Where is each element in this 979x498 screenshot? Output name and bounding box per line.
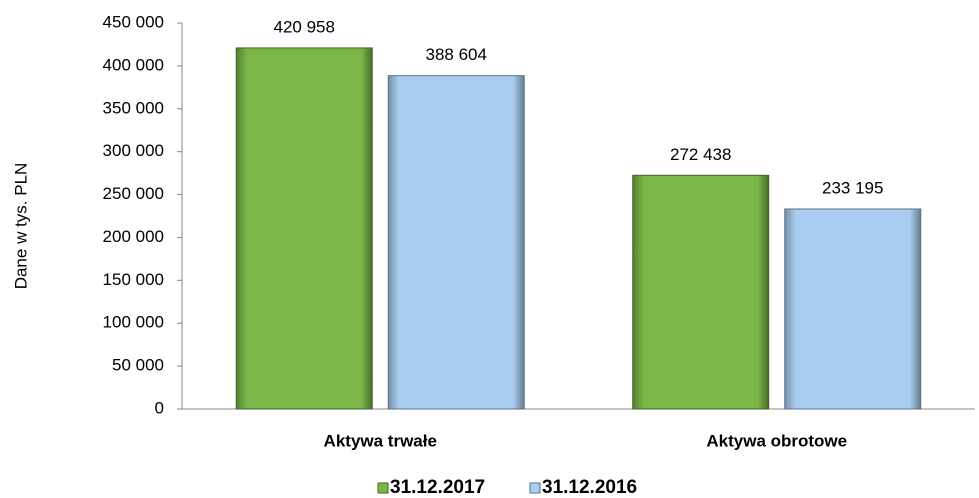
legend-swatch (377, 482, 389, 494)
legend-swatch (529, 482, 541, 494)
y-tick-label: 250 000 (103, 184, 164, 203)
y-tick-label: 400 000 (103, 55, 164, 74)
value-label: 388 604 (426, 45, 487, 64)
x-tick-label: Aktywa trwałe (324, 431, 437, 450)
y-tick-label: 50 000 (112, 356, 164, 375)
legend-label: 31.12.2017 (390, 477, 485, 498)
y-tick-label: 300 000 (103, 141, 164, 160)
value-label: 233 195 (822, 178, 883, 197)
bar (387, 75, 525, 410)
y-tick-label: 350 000 (103, 98, 164, 117)
value-label: 272 438 (670, 145, 731, 164)
y-tick-label: 200 000 (103, 227, 164, 246)
y-tick-label: 450 000 (103, 12, 164, 31)
y-tick-label: 150 000 (103, 270, 164, 289)
bar (632, 174, 770, 410)
y-tick-label: 0 (155, 398, 164, 417)
y-tick-label: 100 000 (103, 313, 164, 332)
x-tick-label: Aktywa obrotowe (706, 431, 847, 450)
y-axis-label: Dane w tys. PLN (11, 163, 30, 290)
value-label: 420 958 (274, 17, 335, 36)
bar (235, 47, 373, 410)
bar (784, 208, 922, 410)
legend-label: 31.12.2016 (542, 477, 637, 498)
